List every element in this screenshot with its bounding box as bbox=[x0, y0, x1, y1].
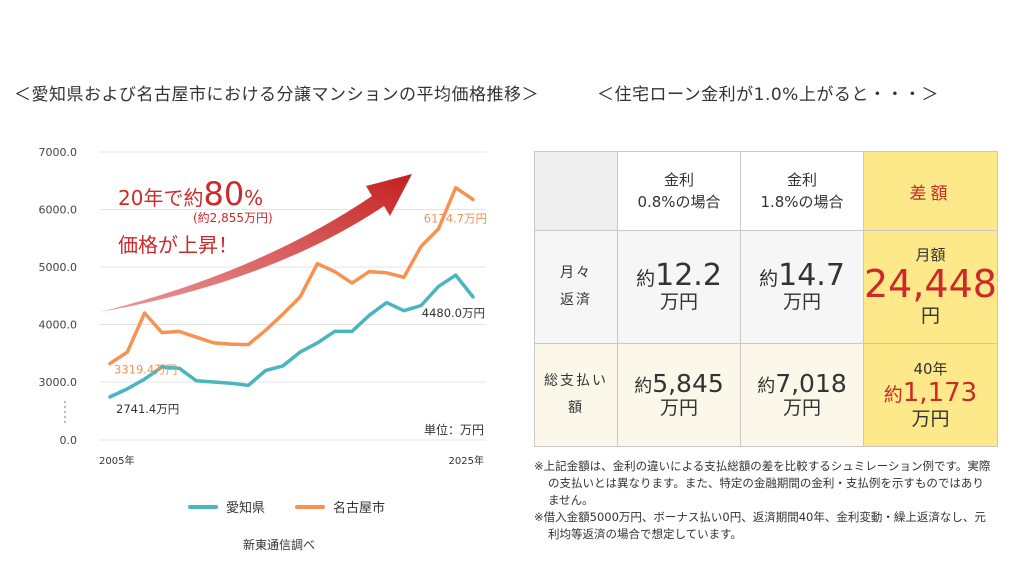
label-aichi-end: 4480.0万円 bbox=[422, 306, 485, 320]
rise-arrow bbox=[100, 174, 412, 312]
row-label-total: 総支払い 額 bbox=[534, 343, 618, 447]
source-credit: 新東通信調べ bbox=[243, 538, 316, 552]
total-diff-value: 約1,173 bbox=[883, 378, 978, 409]
total-low-unit: 万円 bbox=[659, 397, 698, 420]
unit-label: 単位：万円 bbox=[424, 422, 484, 437]
header-rate-low-title: 金利 bbox=[663, 170, 694, 189]
total-diff-label: 40年 bbox=[913, 359, 948, 378]
chart-labels: 2741.4万円 4480.0万円 3319.4万円 6174.7万円 bbox=[114, 211, 487, 415]
annotation-main: 20年で約80% bbox=[118, 175, 263, 213]
table-corner bbox=[534, 151, 618, 231]
footnote-1: ※上記金額は、金利の違いによる支払総額の差を比較するシュミレーション例です。実際… bbox=[534, 459, 991, 507]
y-tick-label: 4000.0 bbox=[39, 319, 78, 332]
cell-total-low: 約5,845 万円 bbox=[617, 343, 741, 447]
header-rate-low: 金利 0.8%の場合 bbox=[617, 151, 741, 231]
total-high-unit: 万円 bbox=[782, 397, 821, 420]
monthly-diff-label: 月額 bbox=[915, 245, 946, 264]
header-rate-high-sub: 1.8%の場合 bbox=[760, 193, 844, 211]
y-tick-label: 6000.0 bbox=[39, 204, 78, 217]
legend-item-aichi: 愛知県 bbox=[188, 497, 265, 516]
axis-break-dots bbox=[63, 400, 67, 424]
legend-label-nagoya: 名古屋市 bbox=[333, 501, 386, 516]
monthly-diff-value: 24,448 bbox=[864, 262, 997, 307]
cell-monthly-low: 約12.2 万円 bbox=[617, 230, 741, 344]
row-label-monthly-b: 返済 bbox=[560, 292, 592, 308]
cell-monthly-diff: 月額 24,448 円 bbox=[863, 230, 998, 344]
table-section-title: ＜住宅ローン金利が1.0%上がると・・・＞ bbox=[597, 85, 939, 105]
loan-comparison-table: 金利 0.8%の場合 金利 1.8%の場合 差額 月々 返済 約12.2 万円 … bbox=[534, 151, 998, 447]
total-diff-unit: 万円 bbox=[911, 407, 950, 430]
header-difference: 差額 bbox=[863, 151, 998, 231]
chart-legend: 愛知県 名古屋市 bbox=[188, 497, 385, 516]
y-tick-label: 0.0 bbox=[60, 434, 78, 447]
row-label-monthly: 月々 返済 bbox=[534, 230, 618, 344]
label-aichi-start: 2741.4万円 bbox=[116, 402, 179, 416]
legend-swatch-aichi bbox=[188, 504, 218, 509]
header-rate-high-title: 金利 bbox=[786, 170, 817, 189]
monthly-high-value: 約14.7 bbox=[759, 257, 845, 293]
label-nagoya-end: 6174.7万円 bbox=[424, 211, 487, 225]
cell-total-high: 約7,018 万円 bbox=[740, 343, 864, 447]
row-label-monthly-a: 月々 bbox=[560, 265, 592, 282]
y-axis: 7000.0 6000.0 5000.0 4000.0 3000.0 0.0 bbox=[39, 146, 78, 447]
x-tick-end: 2025年 bbox=[449, 454, 484, 467]
monthly-diff-unit: 円 bbox=[920, 305, 940, 328]
header-rate-low-sub: 0.8%の場合 bbox=[637, 193, 721, 211]
row-label-total-b: 額 bbox=[568, 400, 584, 416]
legend-label-aichi: 愛知県 bbox=[226, 501, 266, 516]
row-label-total-a: 総支払い bbox=[544, 373, 608, 390]
annotation-rise: 価格が上昇！ bbox=[118, 233, 238, 257]
y-tick-label: 5000.0 bbox=[39, 261, 78, 274]
legend-swatch-nagoya bbox=[295, 504, 326, 509]
series-line-aichi bbox=[108, 273, 475, 399]
label-nagoya-start: 3319.4万円 bbox=[114, 363, 177, 377]
cell-monthly-high: 約14.7 万円 bbox=[740, 230, 864, 344]
chart-section-title: ＜愛知県および名古屋市における分譲マンションの平均価格推移＞ bbox=[14, 85, 539, 105]
monthly-low-value: 約12.2 bbox=[636, 257, 722, 293]
footnotes: ※上記金額は、金利の違いによる支払総額の差を比較するシュミレーション例です。実際… bbox=[534, 458, 994, 543]
legend-item-nagoya: 名古屋市 bbox=[295, 497, 385, 516]
price-trend-chart: 7000.0 6000.0 5000.0 4000.0 3000.0 0.0 2741.4… bbox=[39, 146, 488, 467]
y-tick-label: 7000.0 bbox=[39, 146, 78, 159]
chart-series bbox=[108, 185, 475, 399]
chart-grid bbox=[100, 151, 486, 441]
cell-total-diff: 40年 約1,173 万円 bbox=[863, 343, 998, 447]
x-tick-start: 2005年 bbox=[99, 454, 134, 467]
total-low-value: 約5,845 bbox=[634, 368, 724, 398]
series-line-nagoya bbox=[108, 185, 475, 366]
footnote-2: ※借入金額5000万円、ボーナス払い0円、返済期間40年、金利変動・繰上返済なし… bbox=[534, 510, 986, 541]
header-rate-high: 金利 1.8%の場合 bbox=[740, 151, 864, 231]
monthly-low-unit: 万円 bbox=[659, 291, 698, 314]
total-high-value: 約7,018 bbox=[757, 368, 847, 398]
monthly-high-unit: 万円 bbox=[782, 291, 821, 314]
y-tick-label: 3000.0 bbox=[39, 376, 78, 389]
annotation-sub: (約2,855万円) bbox=[193, 210, 273, 225]
